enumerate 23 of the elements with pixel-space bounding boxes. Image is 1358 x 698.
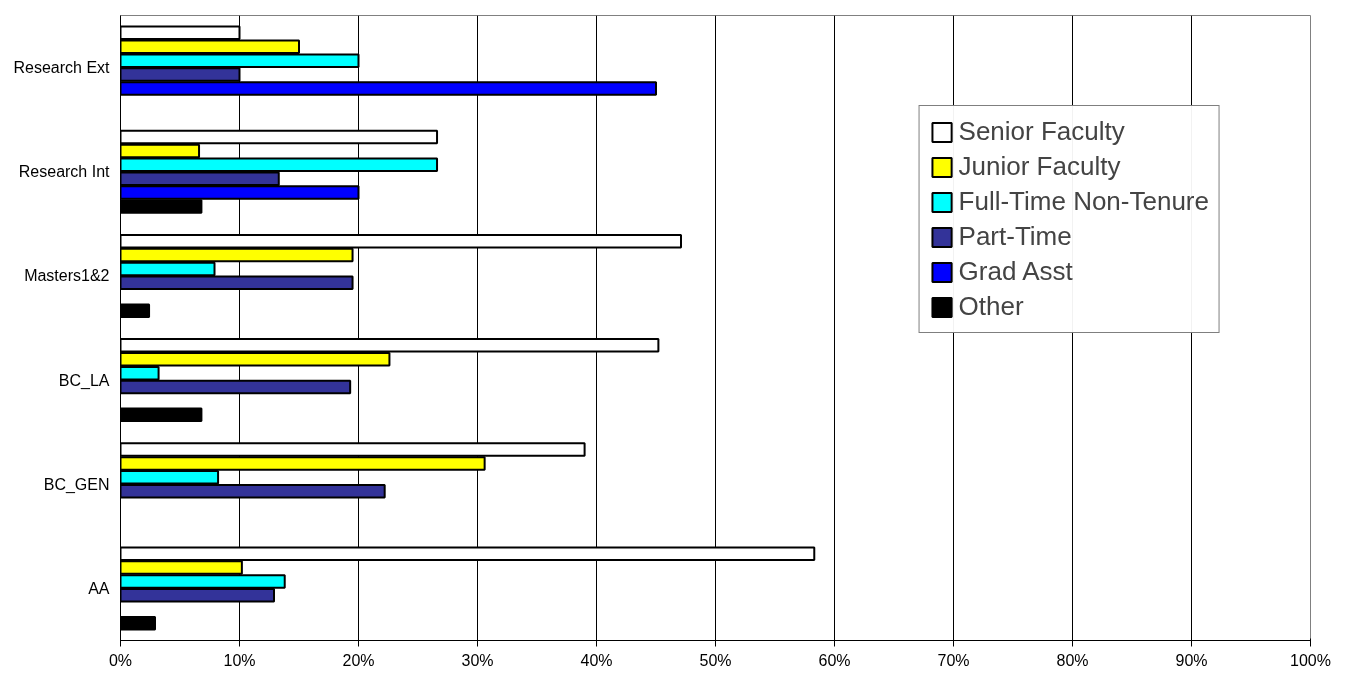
legend-label: Junior Faculty — [958, 151, 1121, 182]
x-tick-label: 80% — [1056, 651, 1089, 669]
x-tick-label: 30% — [461, 651, 494, 669]
x-tick-label: 100% — [1290, 651, 1331, 669]
y-tick-label: BC_LA — [58, 371, 110, 390]
y-tick-label: AA — [88, 579, 110, 597]
legend-label: Full-Time Non-Tenure — [958, 186, 1209, 217]
x-tick-label: 20% — [342, 651, 375, 669]
x-tick-label: 10% — [223, 651, 256, 669]
y-tick-label: BC_GEN — [43, 475, 110, 494]
legend-label: Grad Asst — [958, 256, 1073, 287]
y-tick-label: Research Ext — [13, 59, 111, 77]
x-tick-label: 40% — [580, 651, 613, 669]
y-tick-label: Research Int — [18, 163, 111, 181]
x-tick-label: 60% — [818, 651, 851, 669]
x-tick-label: 70% — [937, 651, 970, 669]
legend-label: Part-Time — [958, 221, 1072, 252]
legend-label: Senior Faculty — [958, 116, 1125, 147]
x-tick-label: 90% — [1175, 651, 1208, 669]
x-tick-label: 0% — [108, 651, 133, 669]
legend-label: Other — [958, 291, 1024, 322]
x-tick-label: 50% — [699, 651, 732, 669]
y-tick-label: Masters1&2 — [24, 267, 110, 285]
